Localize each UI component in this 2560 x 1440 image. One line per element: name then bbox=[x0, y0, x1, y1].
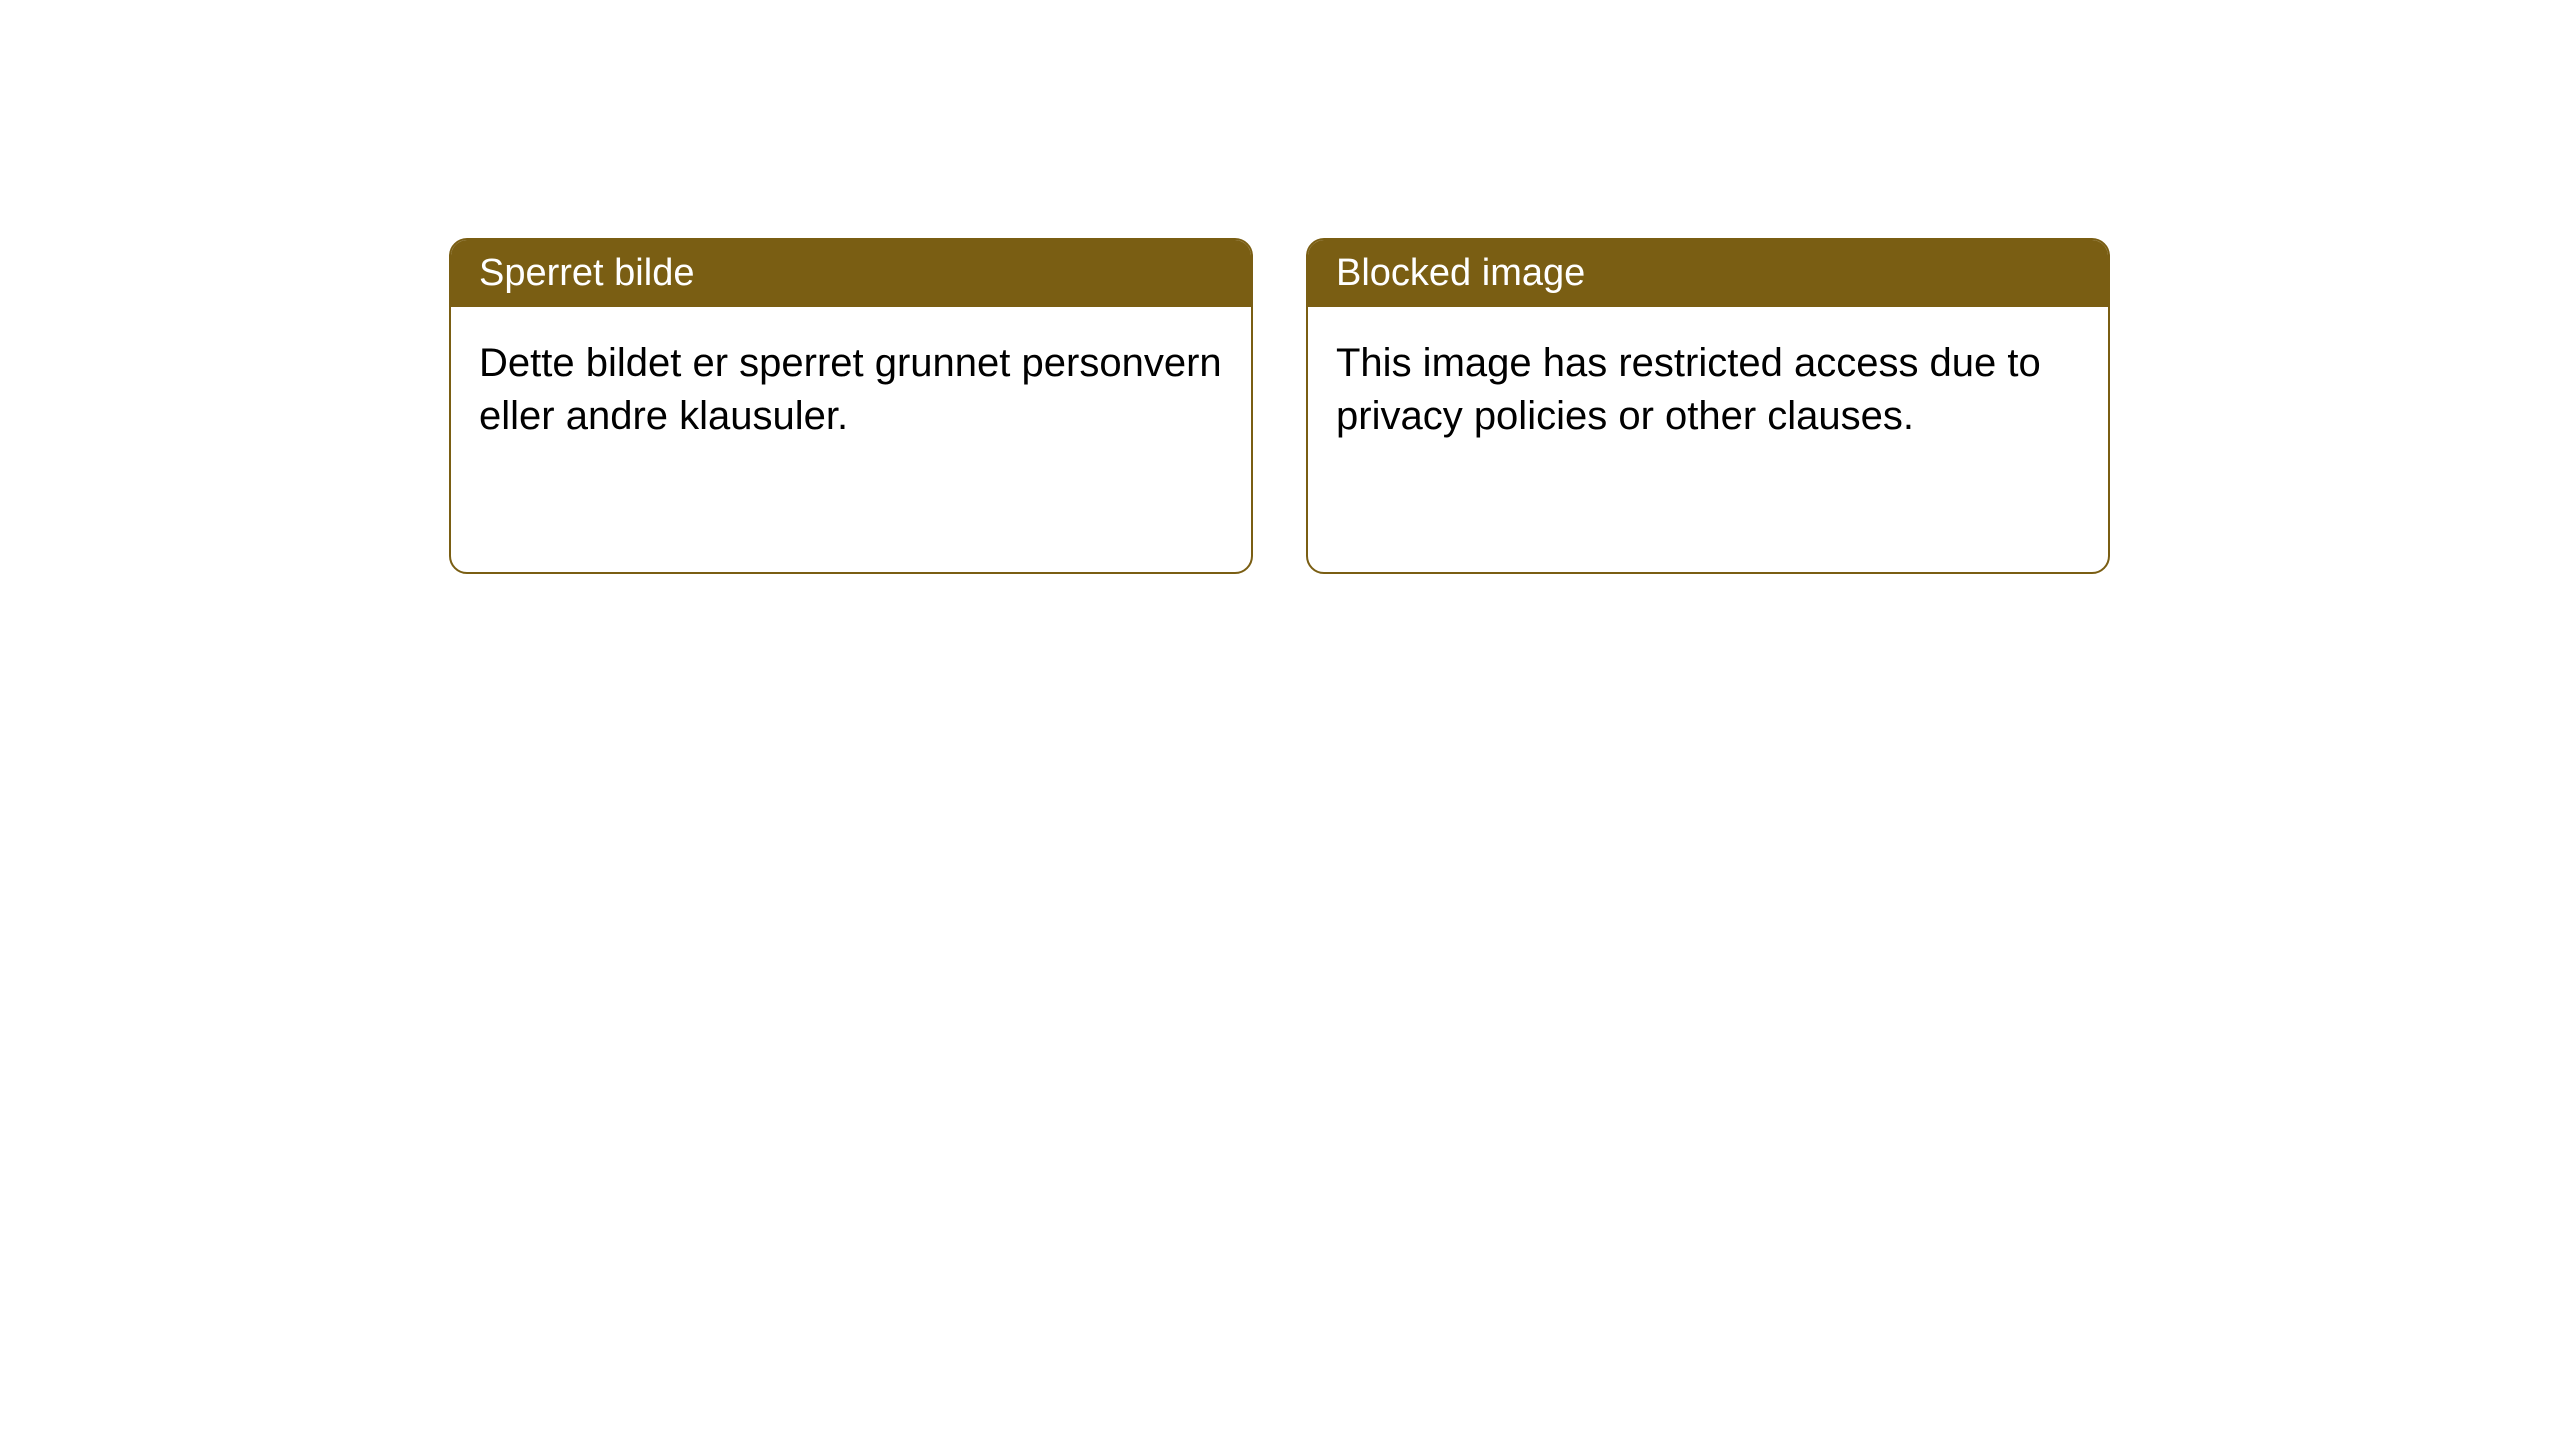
blocked-image-cards-container: Sperret bilde Dette bildet er sperret gr… bbox=[449, 238, 2110, 574]
card-title: Blocked image bbox=[1336, 252, 1585, 294]
card-header: Blocked image bbox=[1308, 240, 2108, 307]
blocked-image-card-english: Blocked image This image has restricted … bbox=[1306, 238, 2110, 574]
card-body: This image has restricted access due to … bbox=[1308, 307, 2108, 473]
blocked-image-card-norwegian: Sperret bilde Dette bildet er sperret gr… bbox=[449, 238, 1253, 574]
card-message: Dette bildet er sperret grunnet personve… bbox=[479, 341, 1222, 438]
card-body: Dette bildet er sperret grunnet personve… bbox=[451, 307, 1251, 473]
card-message: This image has restricted access due to … bbox=[1336, 341, 2041, 438]
card-title: Sperret bilde bbox=[479, 252, 694, 294]
card-header: Sperret bilde bbox=[451, 240, 1251, 307]
